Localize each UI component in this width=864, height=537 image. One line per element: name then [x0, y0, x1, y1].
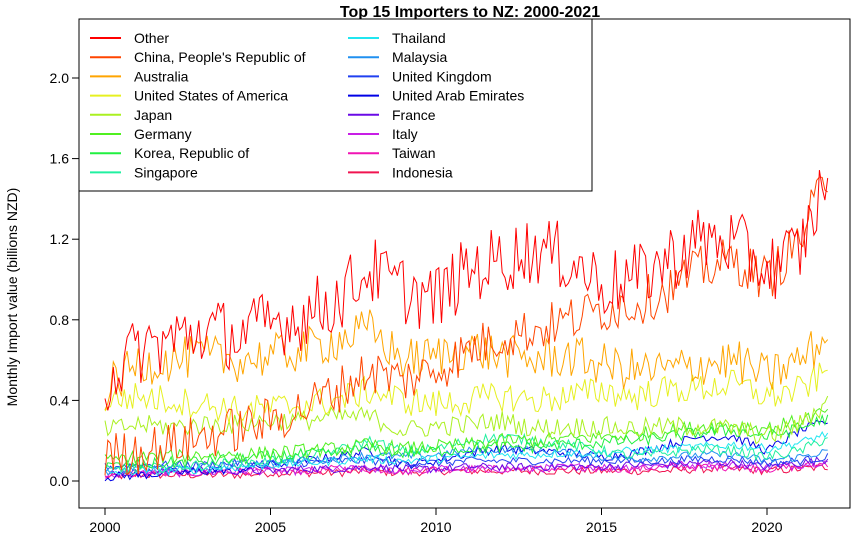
- y-tick-label: 0.4: [50, 392, 70, 408]
- chart-title: Top 15 Importers to NZ: 2000-2021: [340, 4, 600, 21]
- series-line-thailand: [104, 431, 829, 477]
- legend-label: Thailand: [392, 30, 446, 46]
- y-axis: 0.0 0.4 0.8 1.2 1.6 2.0: [50, 70, 80, 489]
- x-tick-label: 2020: [751, 519, 782, 535]
- y-tick-label: 1.2: [50, 231, 70, 247]
- x-tick-label: 2010: [420, 519, 451, 535]
- legend-label: United Kingdom: [392, 68, 492, 84]
- series-line-germany: [104, 407, 829, 467]
- series-line-other: [104, 170, 829, 411]
- legend-label: Taiwan: [392, 145, 436, 161]
- series-line-italy: [104, 460, 828, 479]
- x-tick-label: 2000: [89, 519, 120, 535]
- legend-label: Japan: [134, 107, 172, 123]
- legend-label: United Arab Emirates: [392, 88, 524, 104]
- legend-label: China, People's Republic of: [134, 49, 306, 65]
- legend-label: United States of America: [134, 88, 288, 104]
- legend-box: [78, 18, 593, 192]
- x-axis: 2000 2005 2010 2015 2020: [89, 507, 783, 535]
- legend-label: Indonesia: [392, 164, 453, 180]
- series-line-indonesia: [104, 464, 828, 480]
- plot-area: [78, 18, 851, 509]
- x-tick-label: 2015: [586, 519, 617, 535]
- legend-label: Korea, Republic of: [134, 145, 249, 161]
- series-line-australia: [104, 309, 829, 411]
- legend-label: Germany: [134, 126, 192, 142]
- legend-label: Singapore: [134, 164, 198, 180]
- y-tick-label: 0.8: [50, 312, 70, 328]
- legend-label: France: [392, 107, 436, 123]
- y-tick-label: 1.6: [50, 151, 70, 167]
- legend: Other China, People's Republic of Australi…: [78, 18, 593, 192]
- y-tick-label: 0.0: [50, 473, 70, 489]
- legend-label: Other: [134, 30, 169, 46]
- legend-label: Malaysia: [392, 49, 447, 65]
- series-line-japan: [104, 395, 829, 445]
- x-tick-label: 2005: [255, 519, 286, 535]
- series-line-united-kingdom: [104, 453, 829, 471]
- series-line-united-states-of-america: [104, 362, 828, 424]
- y-tick-label: 2.0: [50, 70, 70, 86]
- legend-label: Italy: [392, 126, 418, 142]
- series-line-china-people-s-republic-of: [104, 176, 828, 476]
- y-axis-label: Monthly Import value (billions NZD): [4, 188, 20, 407]
- legend-label: Australia: [134, 68, 189, 84]
- series-line-korea-republic-of: [104, 413, 829, 471]
